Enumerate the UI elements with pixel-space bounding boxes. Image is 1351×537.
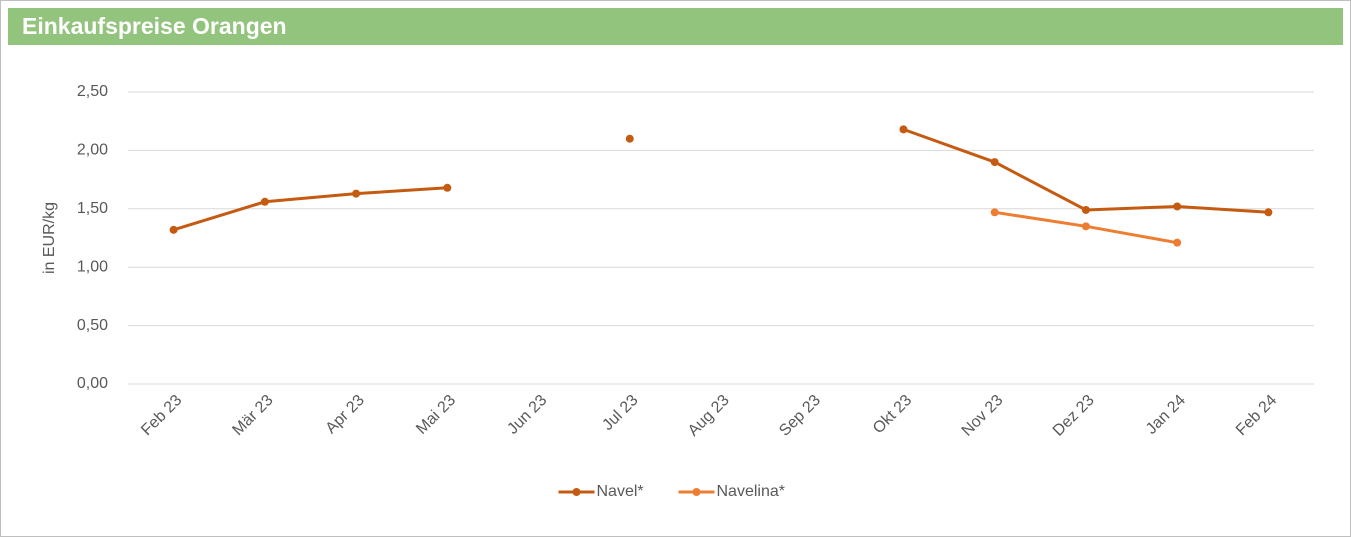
data-point <box>169 225 178 234</box>
y-tick-label: 2,50 <box>77 83 108 100</box>
data-point <box>1173 202 1182 211</box>
data-point <box>352 189 361 198</box>
data-point <box>443 183 452 192</box>
data-point <box>1173 238 1182 247</box>
data-point <box>990 208 999 217</box>
legend-marker <box>692 488 701 496</box>
data-point <box>625 134 634 143</box>
y-tick-label: 0,00 <box>77 375 108 392</box>
y-tick-label: 0,50 <box>77 317 108 334</box>
y-tick-label: 1,50 <box>77 200 108 217</box>
data-point <box>1081 205 1090 214</box>
data-point <box>990 158 999 167</box>
chart-title: Einkaufspreise Orangen <box>22 13 287 39</box>
y-axis-label: in EUR/kg <box>41 202 58 274</box>
legend-label: Navelina* <box>717 483 785 500</box>
data-point <box>1081 222 1090 231</box>
legend-marker <box>572 488 581 496</box>
y-tick-label: 2,00 <box>77 142 108 159</box>
legend-label: Navel* <box>597 483 644 500</box>
header-bar <box>8 8 1343 45</box>
y-tick-label: 1,00 <box>77 258 108 275</box>
data-point <box>899 125 908 134</box>
data-point <box>260 197 269 206</box>
data-point <box>1264 208 1273 217</box>
